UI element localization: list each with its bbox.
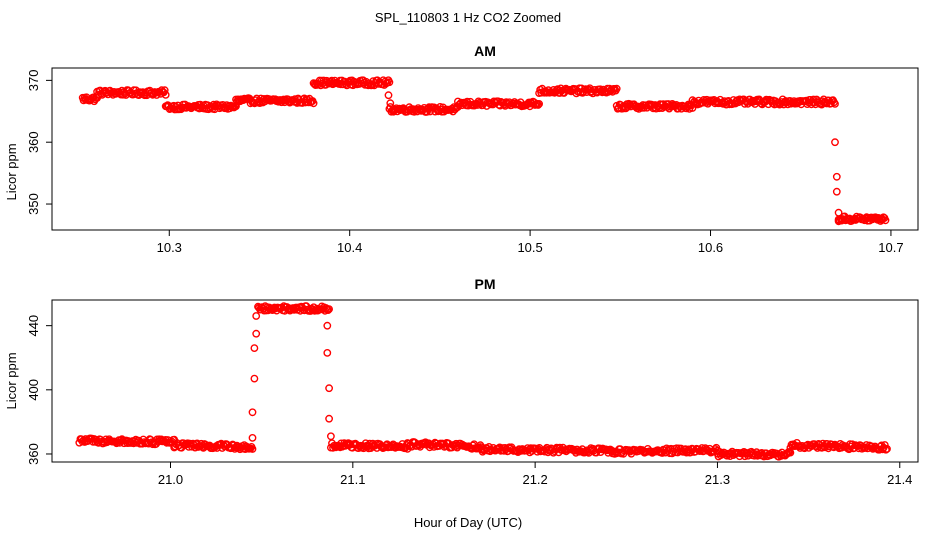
data-point — [535, 100, 543, 108]
panel-pm-title: PM — [475, 276, 496, 292]
data-point — [325, 414, 333, 423]
data-point — [786, 448, 795, 457]
data-point — [831, 100, 839, 108]
panel-pm-points — [75, 302, 891, 461]
data-point — [883, 444, 891, 453]
data-point — [160, 86, 169, 95]
x-tick-label: 21.1 — [340, 472, 365, 487]
data-point — [324, 306, 332, 314]
x-tick-label: 10.3 — [157, 240, 182, 255]
data-point — [252, 329, 261, 338]
data-point — [832, 172, 841, 181]
data-point — [548, 445, 557, 454]
x-tick-label: 10.6 — [698, 240, 723, 255]
data-point — [834, 217, 843, 226]
figure-xlabel: Hour of Day (UTC) — [414, 515, 522, 530]
data-point — [250, 344, 259, 352]
x-tick-label: 21.3 — [705, 472, 730, 487]
data-point — [534, 101, 542, 109]
x-tick-label: 10.4 — [337, 240, 362, 255]
data-point — [248, 408, 257, 417]
data-point — [423, 107, 431, 116]
panel-am-axes: 10.3 10.4 10.5 10.6 10.7 350 360 370 — [26, 70, 904, 255]
data-point — [880, 441, 889, 449]
data-point — [831, 138, 839, 147]
panel-am-plot-frame — [51, 67, 919, 231]
panel-am-title: AM — [474, 43, 496, 59]
data-point — [248, 445, 257, 453]
y-tick-label: 370 — [26, 70, 41, 92]
data-point — [255, 99, 264, 108]
data-point — [385, 78, 394, 87]
data-point — [252, 312, 261, 320]
y-tick-label: 440 — [26, 315, 41, 337]
data-point — [250, 374, 259, 383]
data-point — [384, 91, 393, 100]
y-tick-label: 360 — [26, 131, 41, 153]
data-point — [325, 305, 333, 313]
data-point — [209, 100, 218, 109]
data-point — [325, 384, 333, 393]
data-point — [323, 321, 332, 330]
data-point — [326, 432, 335, 441]
x-tick-label: 21.2 — [522, 472, 547, 487]
data-point — [881, 216, 890, 225]
panel-am-ylabel: Licor ppm — [4, 143, 19, 200]
panel-am: AM Licor ppm 10.3 10.4 10.5 10.6 10.7 350 360 3… — [4, 43, 919, 255]
panel-pm: PM Licor ppm 21.0 21.1 21.2 21.3 21.4 360 400 4… — [4, 276, 919, 487]
x-tick-label: 10.7 — [878, 240, 903, 255]
data-point — [191, 443, 200, 452]
y-tick-label: 400 — [26, 379, 41, 401]
data-point — [834, 208, 843, 217]
data-point — [248, 433, 257, 442]
y-tick-label: 360 — [26, 443, 41, 465]
data-point — [323, 348, 332, 357]
x-tick-label: 21.4 — [887, 472, 912, 487]
panel-pm-plot-frame — [51, 299, 919, 463]
x-tick-label: 10.5 — [517, 240, 542, 255]
panel-pm-ylabel: Licor ppm — [4, 352, 19, 409]
y-tick-label: 350 — [26, 193, 41, 215]
panel-am-points — [78, 76, 890, 226]
data-point — [309, 99, 318, 108]
figure-title: SPL_110803 1 Hz CO2 Zoomed — [375, 10, 561, 25]
x-tick-label: 21.0 — [158, 472, 183, 487]
data-point — [612, 84, 621, 93]
data-point — [309, 79, 318, 88]
data-point — [386, 99, 395, 108]
data-point — [832, 187, 841, 196]
data-point — [161, 91, 170, 99]
panel-pm-axes: 21.0 21.1 21.2 21.3 21.4 360 400 440 — [26, 315, 912, 487]
data-point — [553, 85, 562, 94]
data-point — [877, 441, 886, 450]
